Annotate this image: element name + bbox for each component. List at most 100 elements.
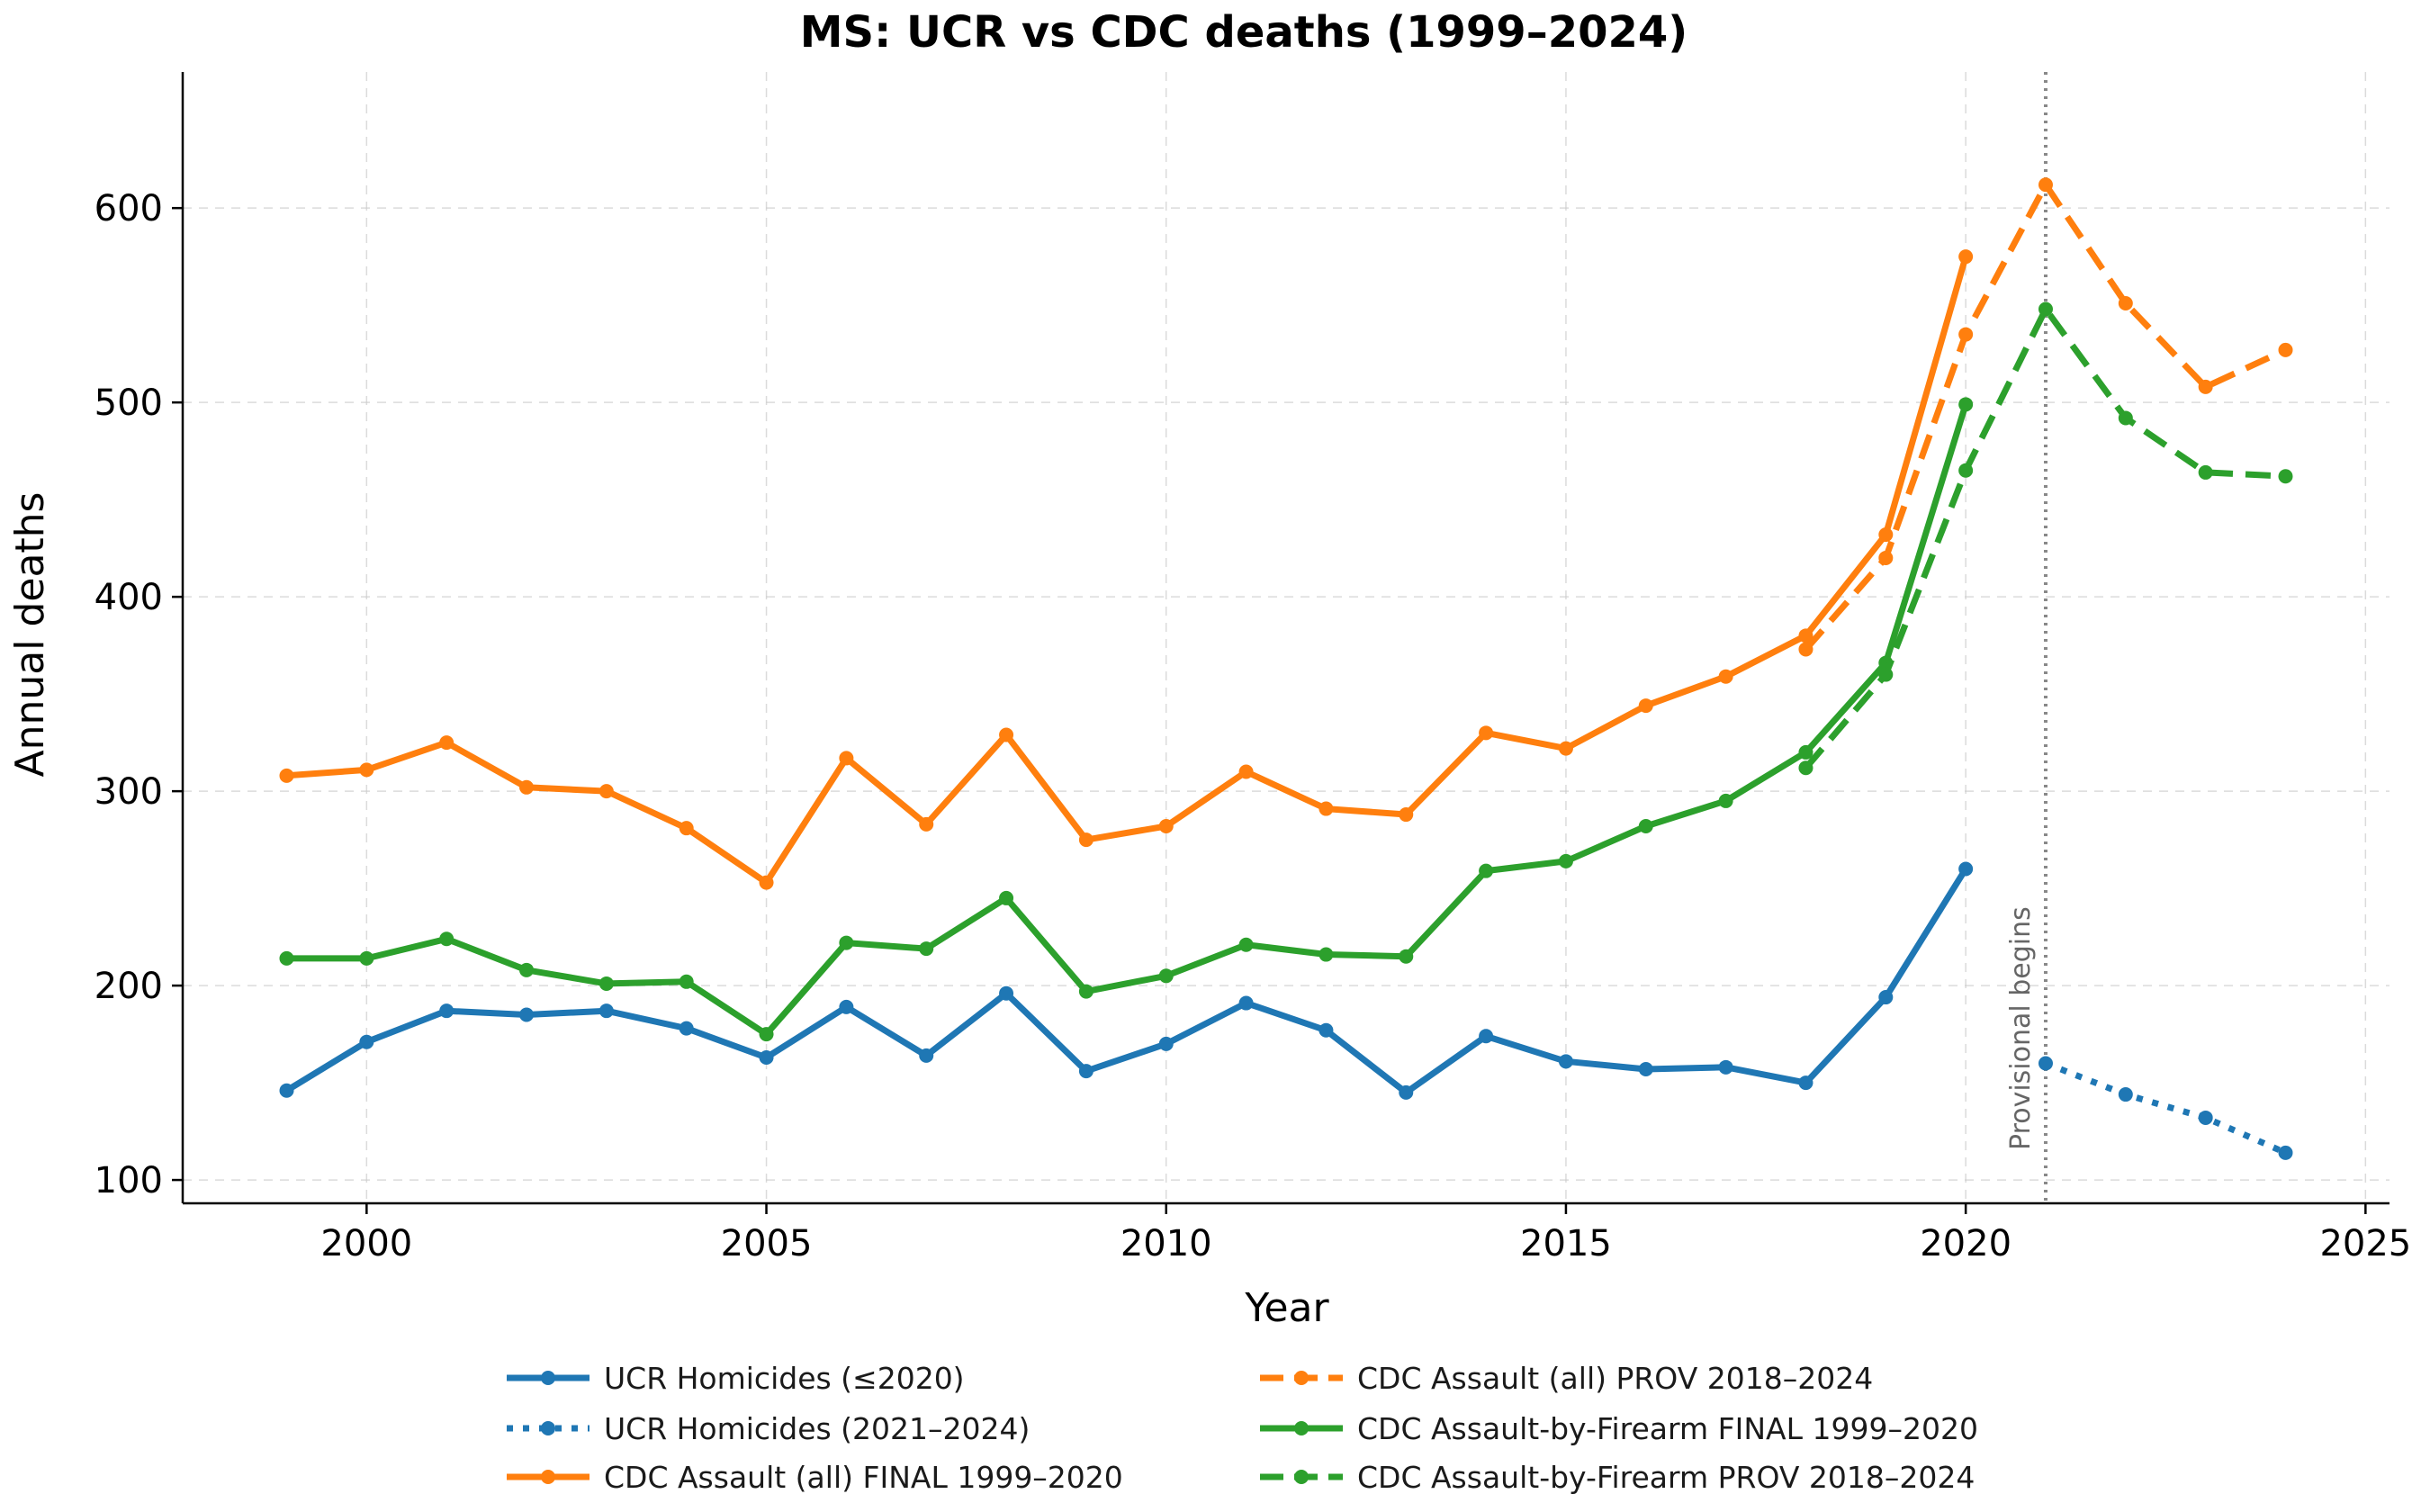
- data-point: [1798, 628, 1814, 644]
- legend-label: CDC Assault-by-Firearm PROV 2018–2024: [1357, 1460, 1975, 1495]
- series-line: [1803, 306, 2286, 770]
- data-point: [759, 1027, 774, 1042]
- x-axis-label: Year: [1244, 1285, 1329, 1331]
- data-point: [1238, 764, 1254, 779]
- data-point: [279, 950, 294, 966]
- legend-label: CDC Assault (all) PROV 2018–2024: [1357, 1361, 1873, 1396]
- data-point: [1718, 793, 1733, 808]
- data-point: [1318, 947, 1334, 962]
- series-5: [1798, 302, 2293, 776]
- axes: 2000 2005 2010 2015 2020 2025 100 200 300 400 500 6…: [94, 72, 2411, 1264]
- data-point: [2118, 1087, 2133, 1102]
- y-tick-label: 500: [94, 382, 163, 424]
- legend-label: CDC Assault (all) FINAL 1999–2020: [604, 1460, 1123, 1495]
- data-point: [1958, 249, 1974, 265]
- data-point: [1958, 861, 1974, 877]
- data-point: [1558, 1054, 1573, 1069]
- data-point: [1718, 669, 1733, 684]
- legend-marker: [541, 1421, 555, 1436]
- data-point: [1399, 1084, 1414, 1100]
- series-line: [284, 867, 1969, 1096]
- data-point: [598, 784, 614, 799]
- data-point: [1958, 463, 1974, 478]
- x-tick-label: 2005: [721, 1223, 813, 1264]
- data-point: [2198, 379, 2213, 394]
- data-point: [359, 1034, 374, 1049]
- series-line: [2044, 1060, 2287, 1156]
- data-point: [2118, 410, 2133, 426]
- legend: UCR Homicides (≤2020) UCR Homicides (2021…: [507, 1361, 1978, 1495]
- data-point: [2198, 1110, 2213, 1125]
- data-point: [1638, 1061, 1653, 1076]
- data-point: [1399, 807, 1414, 823]
- data-point: [598, 1004, 614, 1019]
- data-point: [1078, 832, 1094, 848]
- data-point: [1798, 744, 1814, 760]
- data-point: [1878, 990, 1894, 1005]
- data-point: [1078, 984, 1094, 999]
- data-point: [359, 762, 374, 778]
- data-point: [2038, 177, 2053, 193]
- x-tick-label: 2020: [1920, 1223, 2012, 1264]
- data-point: [1399, 949, 1414, 964]
- data-point: [439, 735, 454, 751]
- data-point: [1238, 937, 1254, 952]
- data-point: [1558, 741, 1573, 756]
- legend-entry: CDC Assault-by-Firearm PROV 2018–2024: [1260, 1460, 1975, 1495]
- annotation-layer: Provisional begins: [2005, 72, 2048, 1203]
- legend-entry: CDC Assault-by-Firearm FINAL 1999–2020: [1260, 1411, 1978, 1446]
- data-point: [1878, 550, 1894, 565]
- legend-marker: [1294, 1421, 1309, 1436]
- y-tick-label: 600: [94, 188, 163, 230]
- data-point: [919, 941, 934, 957]
- chart-title: MS: UCR vs CDC deaths (1999–2024): [800, 7, 1688, 58]
- data-point: [919, 816, 934, 832]
- data-point: [1798, 642, 1814, 657]
- data-point: [1318, 801, 1334, 816]
- data-point: [759, 875, 774, 890]
- data-point: [1158, 968, 1174, 984]
- data-point: [1878, 527, 1894, 543]
- x-tick-label: 2000: [320, 1223, 412, 1264]
- data-point: [2118, 296, 2133, 311]
- data-point: [1558, 853, 1573, 868]
- data-point: [359, 950, 374, 966]
- data-point: [1078, 1064, 1094, 1079]
- data-point: [679, 821, 694, 836]
- legend-marker: [541, 1371, 555, 1385]
- data-point: [839, 751, 854, 766]
- data-point: [679, 1021, 694, 1036]
- legend-label: UCR Homicides (≤2020): [604, 1361, 965, 1396]
- data-point: [2038, 1056, 2053, 1071]
- data-point: [439, 1004, 454, 1019]
- legend-entry: CDC Assault (all) FINAL 1999–2020: [507, 1460, 1123, 1495]
- legend-label: UCR Homicides (2021–2024): [604, 1411, 1030, 1446]
- y-tick-label: 400: [94, 577, 163, 618]
- data-point: [999, 986, 1014, 1001]
- data-point: [2278, 1145, 2293, 1160]
- legend-marker: [1294, 1371, 1309, 1385]
- y-tick-label: 300: [94, 771, 163, 813]
- data-point: [1878, 667, 1894, 682]
- y-tick-label: 200: [94, 966, 163, 1007]
- data-point: [1318, 1022, 1334, 1038]
- legend-label: CDC Assault-by-Firearm FINAL 1999–2020: [1357, 1411, 1978, 1446]
- x-tick-label: 2010: [1120, 1223, 1212, 1264]
- data-point: [839, 935, 854, 950]
- data-point: [1958, 327, 1974, 342]
- data-point: [999, 890, 1014, 905]
- series-3: [1798, 177, 2293, 657]
- data-point: [1718, 1059, 1733, 1075]
- data-point: [839, 999, 854, 1014]
- data-point: [999, 727, 1014, 742]
- legend-marker: [1294, 1470, 1309, 1484]
- x-tick-label: 2025: [2319, 1223, 2411, 1264]
- series-1: [2038, 1056, 2293, 1160]
- data-point: [279, 768, 294, 783]
- data-point: [1479, 1029, 1494, 1044]
- data-point: [1158, 819, 1174, 833]
- data-point: [1798, 1076, 1814, 1091]
- data-point: [1638, 819, 1653, 833]
- data-point: [1798, 760, 1814, 776]
